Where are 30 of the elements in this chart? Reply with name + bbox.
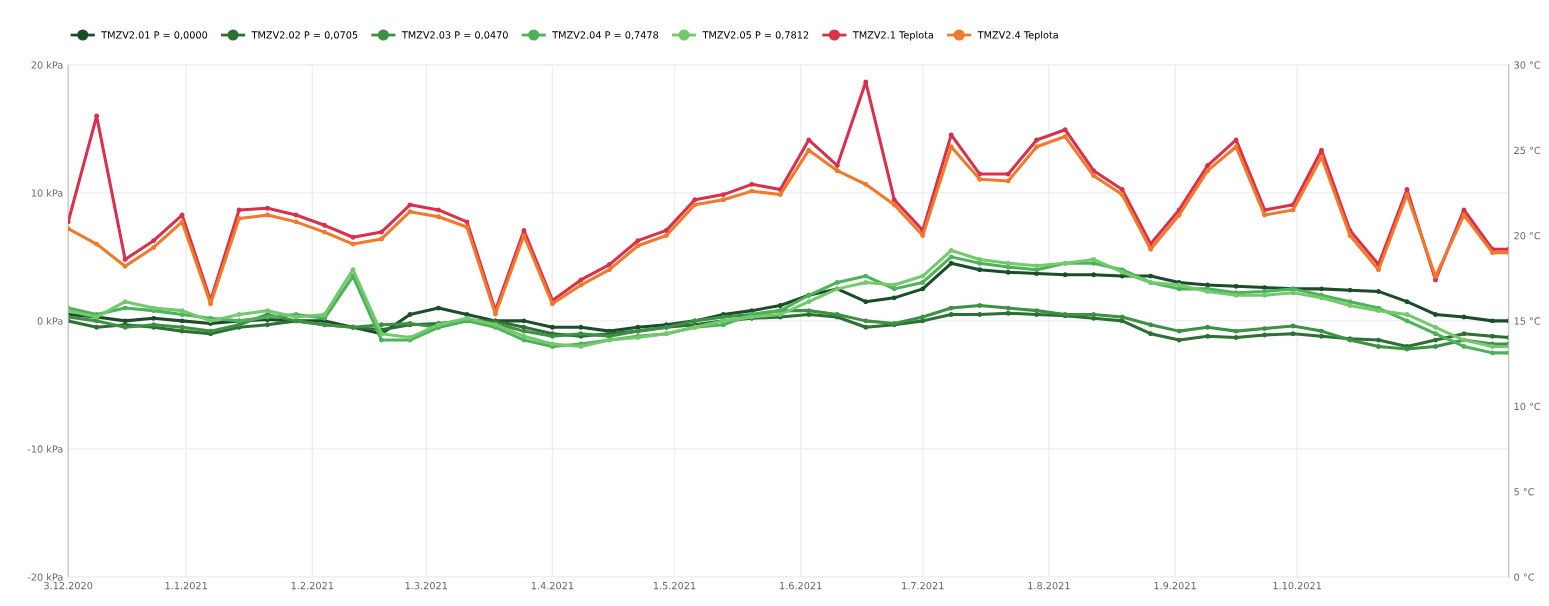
y2-tick-label: 0 °C	[1514, 573, 1534, 581]
y2-tick-label: 30 °C	[1514, 61, 1541, 69]
y-tick-label: 10 kPa	[31, 189, 63, 197]
y-tick-label: 20 kPa	[31, 61, 63, 69]
y2-tick-label: 5 °C	[1514, 488, 1534, 496]
x-tick-label: 1.1.2021	[165, 581, 207, 590]
legend-label: TMZV2.01 P = 0,0000	[101, 31, 208, 40]
x-tick-label: 1.3.2021	[405, 581, 448, 590]
legend-label: TMZV2.05 P = 0,7812	[702, 31, 809, 40]
x-tick-label: 1.2.2021	[291, 581, 334, 590]
x-tick-label: 3.12.2020	[44, 581, 93, 590]
legend-label: TMZV2.4 Teplota	[977, 31, 1058, 41]
y-tick-label: 0 kPa	[37, 317, 63, 325]
y2-tick-label: 10 °C	[1514, 402, 1541, 411]
y-tick-label: -10 kPa	[27, 445, 63, 453]
x-tick-label: 1.8.2021	[1028, 581, 1070, 590]
x-tick-label: 1.10.2021	[1273, 581, 1321, 590]
y-tick-label: -20 kPa	[27, 573, 63, 581]
x-tick-label: 1.7.2021	[902, 581, 944, 590]
legend-label: TMZV2.1 Teplota	[852, 31, 934, 41]
x-tick-label: 1.9.2021	[1154, 581, 1196, 590]
legend-label: TMZV2.02 P = 0,0705	[251, 31, 358, 40]
legend-label: TMZV2.03 P = 0,0470	[401, 31, 508, 40]
y2-tick-label: 25 °C	[1514, 146, 1541, 155]
x-tick-label: 1.5.2021	[653, 581, 696, 590]
y2-tick-label: 20 °C	[1514, 232, 1541, 240]
legend-label: TMZV2.04 P = 0,7478	[552, 31, 659, 40]
x-tick-label: 1.6.2021	[780, 581, 822, 590]
x-tick-label: 1.4.2021	[531, 581, 574, 590]
y2-tick-label: 15 °C	[1514, 317, 1541, 325]
